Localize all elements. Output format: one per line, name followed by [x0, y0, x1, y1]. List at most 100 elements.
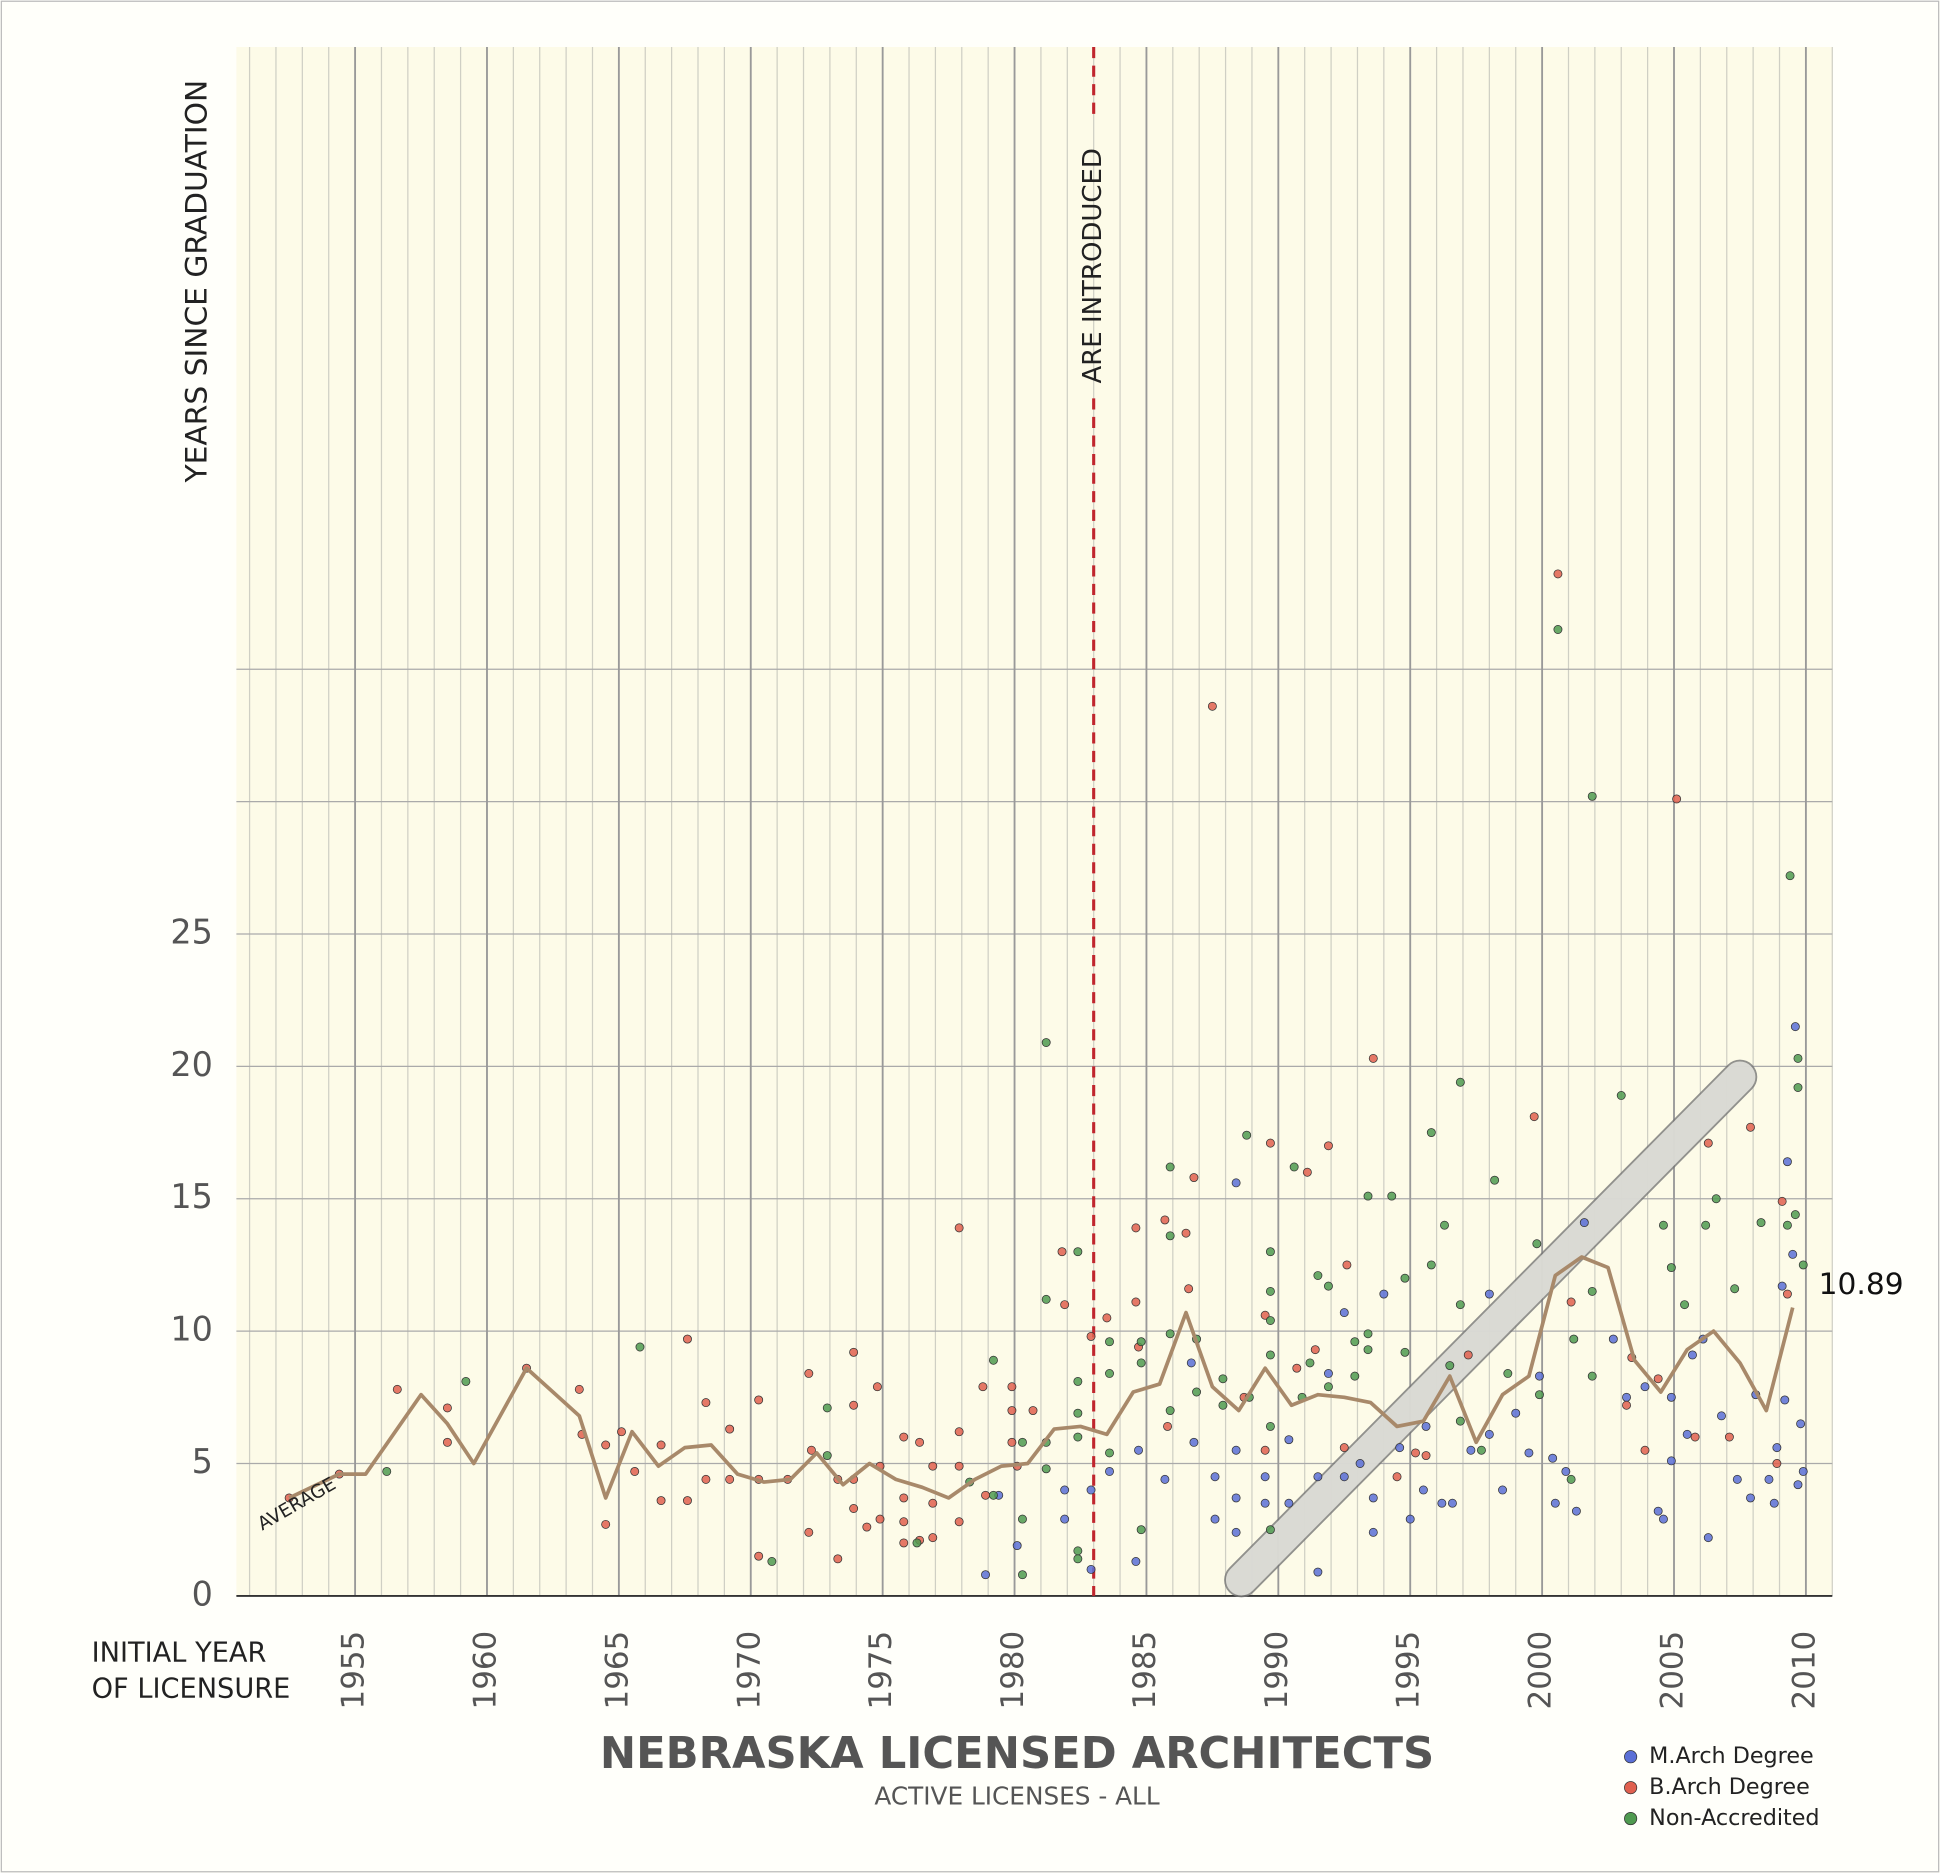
point [1136, 1358, 1146, 1368]
point [1440, 1220, 1449, 1230]
point [1057, 1247, 1067, 1257]
point [1463, 1350, 1473, 1360]
point [1688, 1350, 1697, 1360]
point [1073, 1376, 1083, 1386]
point [1165, 1406, 1175, 1416]
point [804, 1369, 814, 1378]
point [912, 1538, 922, 1548]
x-tick-label: 1955 [336, 1631, 372, 1710]
point [981, 1490, 990, 1500]
point [928, 1498, 938, 1508]
point [1265, 1247, 1275, 1257]
x-axis-label: OF LICENSURE [92, 1673, 291, 1704]
point [1666, 1263, 1676, 1273]
point [1782, 1157, 1792, 1167]
x-tick-label: 2005 [1655, 1631, 1691, 1710]
point [1368, 1527, 1378, 1537]
point [1579, 1218, 1589, 1228]
point [1782, 1220, 1792, 1230]
point [1796, 1419, 1806, 1429]
point [1018, 1437, 1027, 1447]
point [1265, 1138, 1275, 1148]
point [1703, 1533, 1713, 1543]
point [1511, 1408, 1521, 1418]
point [1160, 1474, 1170, 1484]
point [1772, 1459, 1782, 1468]
point [1535, 1390, 1544, 1400]
x-tick-label: 1965 [599, 1631, 635, 1710]
point [1207, 701, 1217, 711]
point [1608, 1334, 1618, 1344]
point [1455, 1077, 1465, 1087]
point [899, 1538, 909, 1548]
legend-marker [1624, 1812, 1638, 1826]
point [767, 1557, 777, 1566]
point [1368, 1053, 1378, 1063]
point [1798, 1260, 1808, 1270]
point [849, 1347, 859, 1357]
point [601, 1440, 611, 1450]
point [978, 1382, 988, 1392]
point [1242, 1130, 1252, 1140]
point [1793, 1480, 1803, 1490]
chart-title: NEBRASKA LICENSED ARCHITECTS [600, 1729, 1434, 1779]
point [392, 1384, 402, 1394]
point [1323, 1141, 1333, 1151]
point [1571, 1506, 1581, 1516]
point [1622, 1400, 1631, 1410]
average-end-label: 10.89 [1819, 1267, 1904, 1302]
point [849, 1400, 859, 1410]
point [1680, 1300, 1690, 1310]
point [1231, 1493, 1241, 1503]
point [1535, 1371, 1544, 1381]
point [1131, 1223, 1141, 1233]
point [1622, 1392, 1631, 1402]
point [1587, 1286, 1597, 1296]
point [1310, 1345, 1320, 1355]
point [1746, 1493, 1755, 1503]
point [1265, 1350, 1275, 1360]
point [1302, 1167, 1312, 1177]
point [1018, 1570, 1027, 1580]
point [1007, 1406, 1017, 1416]
point [1455, 1416, 1465, 1426]
point [1418, 1485, 1428, 1495]
point [1265, 1286, 1275, 1296]
point [1421, 1421, 1431, 1431]
point [1165, 1162, 1175, 1172]
point [1060, 1485, 1070, 1495]
point [1189, 1173, 1199, 1183]
point [1548, 1453, 1558, 1463]
point [1342, 1260, 1352, 1270]
x-tick-label: 1980 [995, 1631, 1031, 1710]
point [1218, 1374, 1228, 1384]
x-axis-label: INITIAL YEAR [92, 1638, 267, 1669]
point [1788, 1249, 1798, 1259]
point [1210, 1472, 1220, 1482]
point [1131, 1557, 1141, 1566]
point [1163, 1421, 1172, 1431]
point [1387, 1191, 1397, 1201]
point [1007, 1437, 1017, 1447]
point [1756, 1218, 1766, 1228]
point [928, 1533, 938, 1543]
point [1073, 1408, 1083, 1418]
point [1653, 1374, 1663, 1384]
point [1793, 1083, 1803, 1092]
point [1703, 1138, 1713, 1148]
point [849, 1504, 859, 1513]
point [1426, 1260, 1436, 1270]
point [1189, 1437, 1199, 1447]
point [1640, 1382, 1650, 1392]
point [1455, 1300, 1465, 1310]
point [1265, 1525, 1275, 1535]
point [1105, 1337, 1114, 1347]
x-tick-label: 1970 [731, 1631, 767, 1710]
point [1363, 1191, 1373, 1201]
point [1476, 1445, 1486, 1455]
point [1498, 1485, 1507, 1495]
point [875, 1514, 885, 1524]
point [725, 1424, 735, 1434]
point [1041, 1464, 1051, 1474]
point [617, 1427, 626, 1437]
